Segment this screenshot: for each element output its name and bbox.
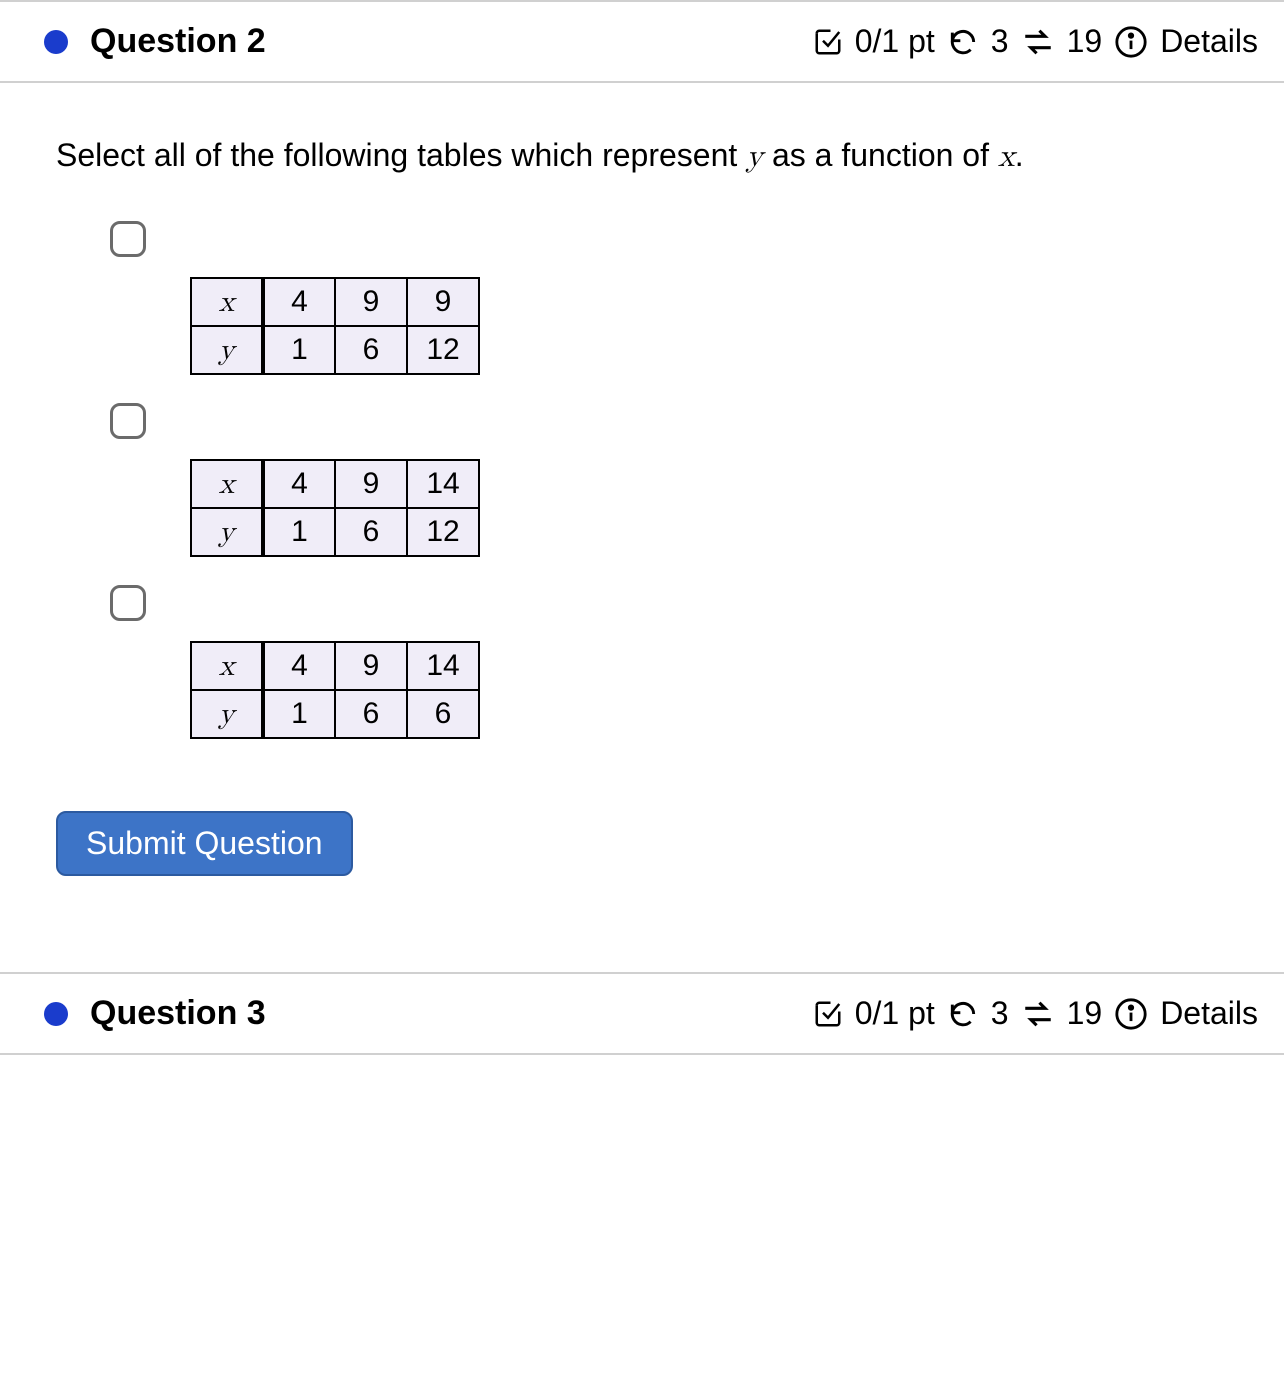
answer-option: x 4 9 14 y 1 6 12 — [110, 403, 1228, 557]
info-icon[interactable] — [1114, 997, 1148, 1031]
question-title: Question 3 — [90, 994, 266, 1033]
data-table: x 4 9 14 y 1 6 12 — [190, 459, 480, 557]
table-row: y 1 6 12 — [191, 326, 479, 374]
table-cell: 14 — [407, 460, 479, 508]
table-cell: 1 — [263, 690, 335, 738]
table-cell: 4 — [263, 460, 335, 508]
data-table: x 4 9 14 y 1 6 6 — [190, 641, 480, 739]
table-cell: 6 — [335, 690, 407, 738]
checkbox-icon — [813, 27, 843, 57]
attempts-text: 3 — [991, 23, 1009, 60]
question-title: Question 2 — [90, 22, 266, 61]
header-right: 0/1 pt 3 19 Details — [813, 995, 1258, 1032]
points-text: 0/1 pt — [855, 995, 935, 1032]
question-2-header: Question 2 0/1 pt 3 19 — [0, 0, 1284, 83]
table-cell: 12 — [407, 326, 479, 374]
row-label: y — [191, 508, 263, 556]
retry-icon — [947, 998, 979, 1030]
data-table: x 4 9 9 y 1 6 12 — [190, 277, 480, 375]
details-link[interactable]: Details — [1160, 995, 1258, 1032]
row-label: x — [191, 460, 263, 508]
question-2-body: Select all of the following tables which… — [0, 83, 1284, 932]
table-cell: 4 — [263, 278, 335, 326]
submit-button[interactable]: Submit Question — [56, 811, 353, 876]
table-row: y 1 6 6 — [191, 690, 479, 738]
table-row: x 4 9 14 — [191, 460, 479, 508]
header-left: Question 2 — [44, 22, 266, 61]
answer-option: x 4 9 14 y 1 6 6 — [110, 585, 1228, 739]
option-checkbox[interactable] — [110, 221, 146, 257]
option-checkbox[interactable] — [110, 585, 146, 621]
table-cell: 1 — [263, 508, 335, 556]
swap-icon — [1021, 25, 1055, 59]
prompt-var-x: x — [998, 141, 1015, 173]
answer-option: x 4 9 9 y 1 6 12 — [110, 221, 1228, 375]
table-cell: 9 — [335, 642, 407, 690]
table-cell: 1 — [263, 326, 335, 374]
info-icon[interactable] — [1114, 25, 1148, 59]
table-row: x 4 9 14 — [191, 642, 479, 690]
table-row: y 1 6 12 — [191, 508, 479, 556]
table-cell: 6 — [407, 690, 479, 738]
retries-text: 19 — [1067, 995, 1103, 1032]
table-row: x 4 9 9 — [191, 278, 479, 326]
prompt-text-mid: as a function of — [763, 137, 998, 173]
table-cell: 12 — [407, 508, 479, 556]
retries-text: 19 — [1067, 23, 1103, 60]
table-cell: 6 — [335, 326, 407, 374]
table-cell: 6 — [335, 508, 407, 556]
retry-icon — [947, 26, 979, 58]
row-label: x — [191, 278, 263, 326]
swap-icon — [1021, 997, 1055, 1031]
prompt-text-pre: Select all of the following tables which… — [56, 137, 746, 173]
status-bullet — [44, 1002, 68, 1026]
details-link[interactable]: Details — [1160, 23, 1258, 60]
table-cell: 9 — [407, 278, 479, 326]
answer-options: x 4 9 9 y 1 6 12 x 4 9 — [56, 221, 1228, 739]
prompt-text-post: . — [1015, 137, 1024, 173]
row-label: y — [191, 690, 263, 738]
checkbox-icon — [813, 999, 843, 1029]
header-left: Question 3 — [44, 994, 266, 1033]
row-label: y — [191, 326, 263, 374]
status-bullet — [44, 30, 68, 54]
row-label: x — [191, 642, 263, 690]
question-3-header: Question 3 0/1 pt 3 19 — [0, 972, 1284, 1055]
option-checkbox[interactable] — [110, 403, 146, 439]
attempts-text: 3 — [991, 995, 1009, 1032]
table-cell: 4 — [263, 642, 335, 690]
points-text: 0/1 pt — [855, 23, 935, 60]
table-cell: 14 — [407, 642, 479, 690]
header-right: 0/1 pt 3 19 Details — [813, 23, 1258, 60]
prompt-var-y: y — [746, 141, 763, 173]
table-cell: 9 — [335, 278, 407, 326]
table-cell: 9 — [335, 460, 407, 508]
question-prompt: Select all of the following tables which… — [56, 131, 1228, 181]
